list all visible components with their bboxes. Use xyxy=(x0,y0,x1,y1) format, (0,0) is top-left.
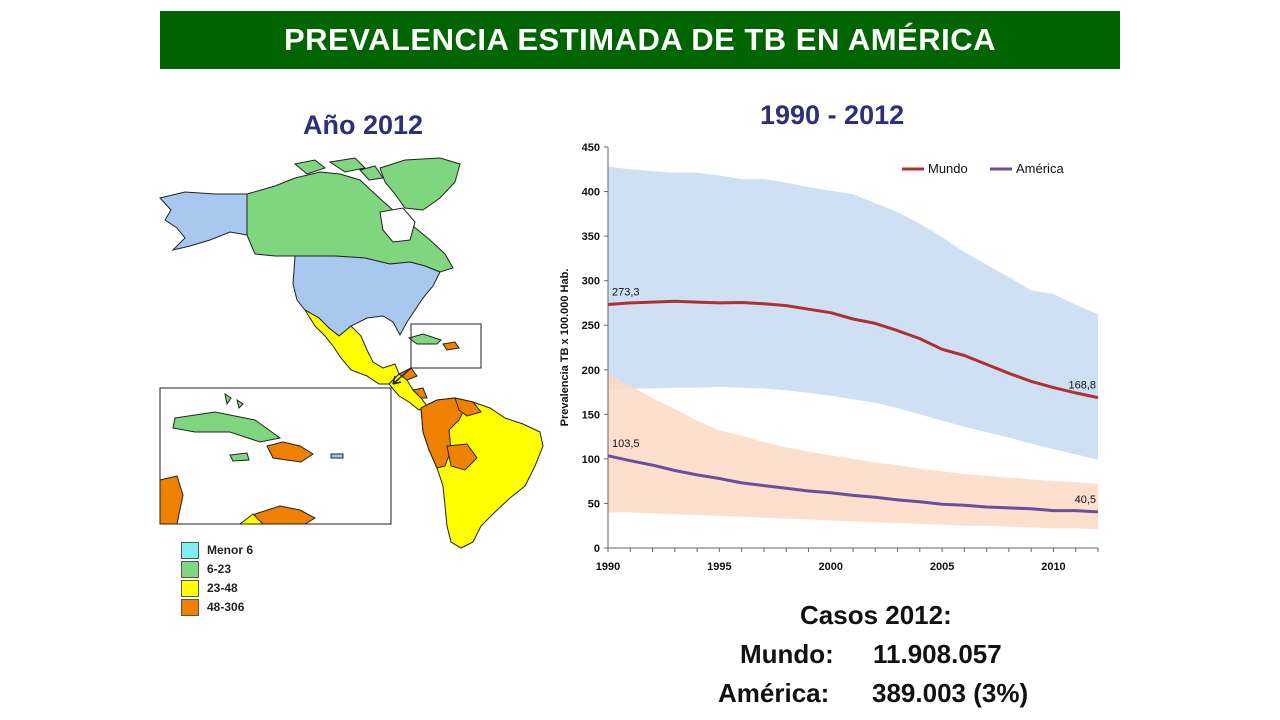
legend-swatch xyxy=(181,579,199,597)
y-tick-label: 400 xyxy=(582,187,600,199)
x-tick-label: 2000 xyxy=(818,561,842,573)
uncertainty-band-0 xyxy=(608,166,1098,460)
legend-swatch xyxy=(181,541,199,559)
guianas-high xyxy=(454,397,482,417)
inset-jamaica xyxy=(229,452,250,462)
legend-label: 48-306 xyxy=(207,600,245,614)
series-line-américa xyxy=(607,454,1099,514)
legend-swatch xyxy=(181,598,199,616)
inset-colombia xyxy=(238,513,265,525)
hispaniola-island xyxy=(442,341,460,351)
map-title: Año 2012 xyxy=(303,110,424,140)
y-tick-label: 350 xyxy=(582,231,600,243)
americas-map xyxy=(155,150,550,550)
title-banner: PREVALENCIA ESTIMADA DE TB EN AMÉRICA xyxy=(160,11,1120,69)
map-svg xyxy=(159,157,544,549)
y-tick-label: 100 xyxy=(582,454,600,466)
america-value: 389.003 (3%) xyxy=(872,678,1029,708)
legend-item-6-23: 6-23 xyxy=(181,560,253,578)
hudson-bay xyxy=(379,207,416,243)
america-label: América: xyxy=(718,678,830,708)
inset-arrow xyxy=(392,367,412,385)
legend-label: Menor 6 xyxy=(207,543,254,557)
south-america-region xyxy=(420,397,544,549)
y-tick-label: 300 xyxy=(582,276,600,288)
x-tick-label: 2010 xyxy=(1041,561,1065,573)
data-label-2: 103,5 xyxy=(612,438,640,450)
series-line-mundo xyxy=(607,299,1099,400)
alaska-region xyxy=(159,191,248,251)
y-tick-label: 0 xyxy=(594,543,600,555)
inset-pr xyxy=(330,453,344,459)
x-tick-label: 2005 xyxy=(930,561,954,573)
data-label-0: 273,3 xyxy=(612,286,640,298)
legend-item-48-306: 48-306 xyxy=(181,598,253,616)
legend-label: 23-48 xyxy=(207,581,238,595)
legend-item-menor-6: Menor 6 xyxy=(181,541,253,559)
greenland-region xyxy=(379,157,461,211)
inset-hispaniola xyxy=(266,441,314,463)
bolivia-high xyxy=(446,443,478,471)
inset-sa-coast xyxy=(159,475,184,525)
x-tick-label: 1995 xyxy=(707,561,731,573)
cuba-island xyxy=(407,333,442,345)
legend-label: 6-23 xyxy=(207,562,232,576)
mundo-value: 11.908.057 xyxy=(873,639,1002,669)
mexico-region xyxy=(304,309,400,385)
page-title: PREVALENCIA ESTIMADA DE TB EN AMÉRICA xyxy=(283,22,996,57)
y-tick-label: 450 xyxy=(582,142,600,154)
map-legend: Menor 6 6-23 23-48 48-306 xyxy=(181,541,253,617)
chart-svg: 0 50 100 150 200 250 300 350 400 450 1990 1995 2000 2… xyxy=(559,142,1099,573)
prevalence-chart: 0 50 100 150 200 250 300 350 400 450 1990 1995 2000 2… xyxy=(550,135,1110,585)
x-tick-label: 1990 xyxy=(596,561,620,573)
caribbean-inset-marker xyxy=(410,323,482,369)
legend-item-23-48: 23-48 xyxy=(181,579,253,597)
y-tick-label: 50 xyxy=(588,498,600,510)
y-axis-label: Prevalencia TB x 100.000 Hab. xyxy=(559,269,571,427)
y-tick-label: 200 xyxy=(582,365,600,377)
cases-title: Casos 2012: xyxy=(800,600,952,630)
south-america-high xyxy=(420,397,468,469)
inset-bahamas xyxy=(224,392,244,409)
legend-swatch xyxy=(181,560,199,578)
data-label-1: 168,8 xyxy=(1068,380,1096,392)
legend-label-mundo: Mundo xyxy=(928,161,968,176)
central-america-high xyxy=(398,367,428,399)
mundo-label: Mundo: xyxy=(740,639,834,669)
uncertainty-band-1 xyxy=(608,373,1098,530)
chart-title: 1990 - 2012 xyxy=(760,100,905,130)
data-label-3: 40,5 xyxy=(1075,494,1096,506)
inset-cuba xyxy=(172,411,282,443)
legend-label-américa: América xyxy=(1016,161,1064,176)
y-tick-label: 250 xyxy=(582,320,600,332)
arctic-islands xyxy=(293,157,384,181)
y-tick-label: 150 xyxy=(582,409,600,421)
